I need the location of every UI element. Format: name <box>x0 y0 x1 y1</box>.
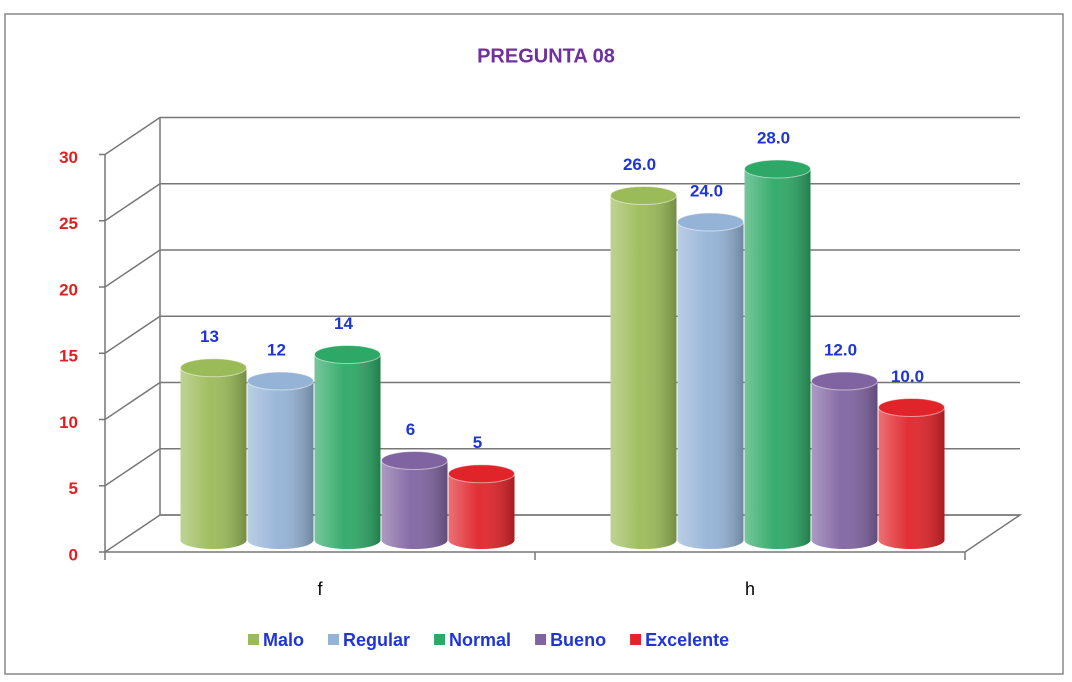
chart-border <box>4 13 1064 675</box>
bar-top <box>381 451 448 470</box>
bar-shade <box>744 169 811 549</box>
bar <box>878 398 945 549</box>
legend-swatch <box>248 634 259 645</box>
y-tick-label: 10 <box>59 413 78 432</box>
data-label: 26.0 <box>623 155 656 174</box>
bar-shade <box>610 195 677 549</box>
bar-shade <box>247 381 314 549</box>
bar-shade <box>381 460 448 549</box>
y-tick-label: 30 <box>59 148 78 167</box>
legend-swatch <box>434 634 446 645</box>
bar <box>677 212 744 549</box>
y-tick-label: 0 <box>69 545 78 564</box>
bar <box>811 371 878 549</box>
bar-top <box>180 358 247 378</box>
data-label: 6 <box>406 420 415 439</box>
y-tick-label: 25 <box>59 214 78 233</box>
bar <box>180 358 247 549</box>
bar <box>381 451 448 549</box>
y-tick-label: 15 <box>59 347 78 366</box>
grid-line <box>104 116 1020 156</box>
legend-label: Bueno <box>550 630 606 650</box>
legend-label: Malo <box>263 630 304 650</box>
legend-swatch <box>328 634 340 645</box>
bar-top <box>677 212 744 232</box>
data-label: 12 <box>267 340 286 359</box>
bar <box>247 371 314 549</box>
data-label: 14 <box>334 314 353 333</box>
data-label: 5 <box>473 433 482 452</box>
y-tick-label: 20 <box>59 280 78 299</box>
chart-title: PREGUNTA 08 <box>477 45 615 67</box>
bar-shade <box>448 473 515 549</box>
bar-top <box>878 398 945 417</box>
x-tick-label: h <box>745 579 755 599</box>
bar-top <box>744 159 811 179</box>
bar-shade <box>314 354 381 549</box>
data-label: 10.0 <box>891 367 924 386</box>
bar-shade <box>811 381 878 549</box>
data-label: 24.0 <box>690 181 723 200</box>
bar-shade <box>180 367 247 549</box>
bar-top <box>314 345 381 364</box>
legend-label: Regular <box>343 630 410 650</box>
data-label: 12.0 <box>824 340 857 359</box>
legend-label: Normal <box>449 630 511 650</box>
x-tick-label: f <box>317 579 323 599</box>
bar-top <box>610 186 677 205</box>
bar-shade <box>677 222 744 549</box>
bar-top <box>448 464 515 484</box>
bar-shade <box>878 407 945 549</box>
bar <box>448 464 515 549</box>
bar <box>610 186 677 549</box>
bar-top <box>247 371 314 391</box>
legend-swatch <box>630 634 642 645</box>
grid-line <box>104 183 1020 222</box>
bar-top <box>811 371 878 391</box>
bar <box>744 159 811 549</box>
legend-label: Excelente <box>645 630 729 650</box>
data-label: 28.0 <box>757 128 790 147</box>
legend-swatch <box>535 634 547 645</box>
data-label: 13 <box>200 327 219 346</box>
y-tick-label: 5 <box>69 479 78 498</box>
bar <box>314 345 381 549</box>
